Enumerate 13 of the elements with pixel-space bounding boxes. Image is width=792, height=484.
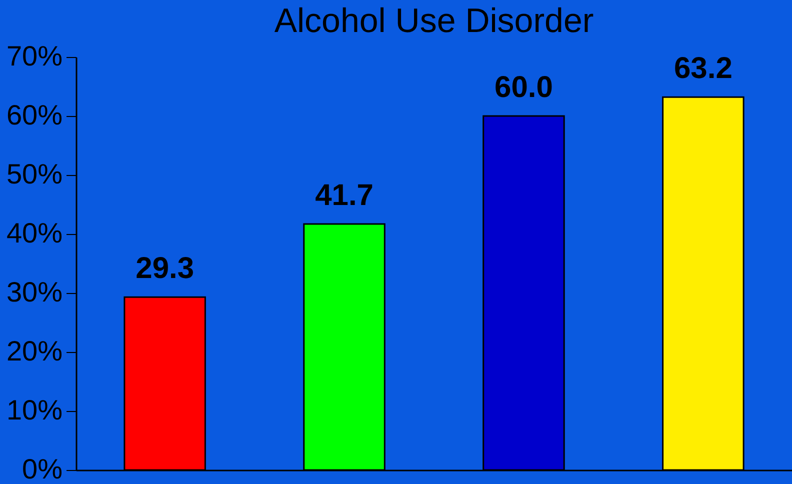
data-label: 60.0 <box>494 71 553 104</box>
data-label: 63.2 <box>674 52 732 86</box>
y-tick-label: 0% <box>22 454 62 484</box>
y-tick-label: 40% <box>6 218 62 248</box>
y-tick-label: 50% <box>6 158 62 190</box>
chart-title: Alcohol Use Disorder <box>274 2 594 40</box>
y-tick-label: 60% <box>6 100 62 130</box>
y-tick-label: 70% <box>6 40 62 72</box>
y-tick-label: 10% <box>6 394 62 426</box>
y-tick-label: 30% <box>6 276 62 308</box>
data-label: 41.7 <box>315 178 374 212</box>
y-tick-label: 20% <box>6 336 62 366</box>
data-label: 29.3 <box>136 252 194 286</box>
